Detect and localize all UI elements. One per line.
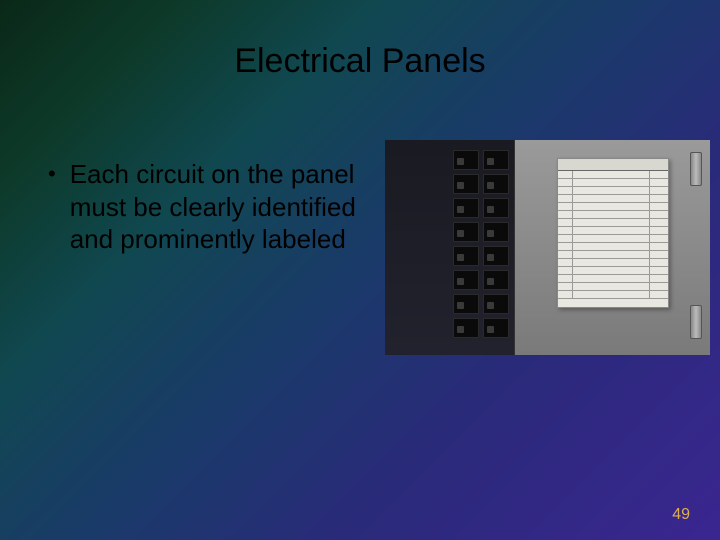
photo-sheet-header	[558, 159, 668, 171]
photo-latch	[690, 152, 702, 186]
photo-breaker	[483, 198, 509, 218]
bullet-marker-icon: •	[48, 160, 56, 188]
photo-circuit-directory	[557, 158, 669, 308]
photo-breaker	[453, 150, 479, 170]
photo-breaker	[453, 246, 479, 266]
photo-breaker	[483, 222, 509, 242]
photo-breaker	[483, 270, 509, 290]
bullet-text: Each circuit on the panel must be clearl…	[70, 158, 368, 256]
bullet-list: • Each circuit on the panel must be clea…	[48, 158, 368, 256]
photo-breaker	[453, 294, 479, 314]
photo-breaker	[453, 198, 479, 218]
photo-door-section	[515, 140, 710, 355]
photo-electrical-panel	[385, 140, 710, 355]
photo-breaker	[453, 222, 479, 242]
photo-breaker-section	[385, 140, 515, 355]
photo-breaker	[453, 174, 479, 194]
photo-breaker	[483, 294, 509, 314]
photo-latch	[690, 305, 702, 339]
slide: Electrical Panels • Each circuit on the …	[0, 0, 720, 540]
photo-breaker	[483, 318, 509, 338]
photo-breaker	[483, 150, 509, 170]
photo-breaker	[483, 246, 509, 266]
bullet-item: • Each circuit on the panel must be clea…	[48, 158, 368, 256]
photo-breaker	[453, 318, 479, 338]
photo-breaker	[483, 174, 509, 194]
photo-breaker	[453, 270, 479, 290]
slide-title: Electrical Panels	[0, 42, 720, 81]
page-number: 49	[672, 506, 690, 524]
